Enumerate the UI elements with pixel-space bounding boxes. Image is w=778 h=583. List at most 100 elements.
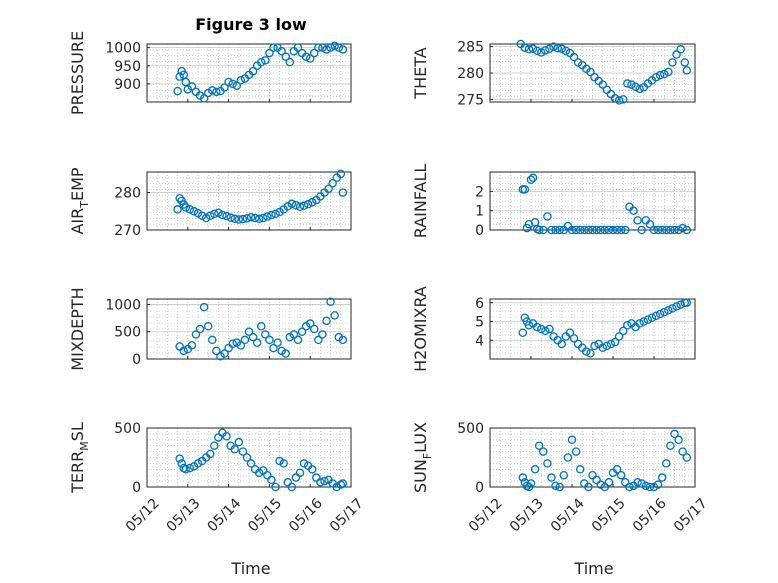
h2omixra-chart-point (664, 305, 673, 315)
sun-flux-chart-point (530, 465, 540, 474)
mixdepth-chart-point (297, 327, 307, 336)
pressure-chart-point (228, 79, 237, 89)
air-temp-chart-point (189, 207, 199, 216)
air-temp-chart-point (173, 205, 182, 214)
theta-chart-point (520, 43, 530, 52)
h2omixra-chart: 4 5 6 H2OMIXRA (411, 286, 696, 372)
rainfall-chart-point (637, 225, 646, 235)
theta-chart-point (627, 80, 636, 89)
terr-msl-chart-point (275, 456, 284, 466)
h2omixra-chart-y-tick-label: 4 (475, 333, 484, 349)
theta-chart-y-tick-label: 275 (457, 92, 484, 108)
mixdepth-chart-markers (175, 297, 348, 361)
terr-msl-chart-y-label: TERRMSL (68, 422, 91, 494)
sun-flux-chart-x-tick-label: 05/16 (630, 495, 670, 535)
h2omixra-chart-point (639, 317, 649, 326)
sun-flux-chart-point (592, 475, 601, 485)
terr-msl-chart-point (193, 459, 203, 468)
sun-flux-chart-point (567, 435, 577, 445)
air-temp-chart-point (226, 213, 235, 222)
pressure-chart-point (175, 72, 184, 81)
rainfall-chart-point (653, 225, 663, 235)
mixdepth-chart-point (322, 316, 331, 326)
sun-flux-chart-point (637, 479, 646, 488)
theta-chart-point (553, 43, 562, 53)
pressure-chart-point (301, 52, 311, 61)
h2omixra-chart-point (602, 341, 612, 351)
mixdepth-chart-point (187, 341, 197, 350)
h2omixra-chart-point (635, 319, 644, 328)
air-temp-chart-point (295, 202, 305, 212)
mixdepth-chart: 0 500 1000 MIXDEPTH (68, 287, 352, 371)
sun-flux-chart-point (551, 481, 560, 491)
sun-flux-chart-point (666, 441, 675, 450)
terr-msl-chart-point (230, 444, 239, 454)
sun-flux-chart-point (645, 482, 655, 492)
rainfall-chart-point (520, 185, 530, 194)
terr-msl-chart-point (205, 449, 215, 459)
pressure-chart-point (199, 94, 209, 103)
h2omixra-chart-point (619, 326, 628, 336)
mixdepth-chart-y-tick-label: 1000 (105, 297, 141, 313)
pressure-chart-point (281, 52, 290, 61)
rainfall-chart-point (657, 225, 667, 235)
air-temp-chart-point (181, 203, 191, 212)
rainfall-chart-point (596, 225, 605, 235)
sun-flux-chart: 0 500 05/12 05/13 05/14 05/15 05/16 05/17 SUNFLU… (411, 421, 711, 535)
rainfall-chart-y-tick-label: 1 (475, 204, 484, 220)
mixdepth-chart-point (338, 335, 348, 345)
h2omixra-chart-point (598, 343, 608, 352)
air-temp-chart-point (259, 213, 268, 223)
rainfall-chart-point (539, 225, 548, 235)
mixdepth-chart-point (212, 346, 221, 356)
h2omixra-chart-axes-box (489, 298, 696, 360)
theta-chart-point (586, 67, 595, 77)
sun-flux-chart-point (616, 470, 626, 480)
pressure-chart-point (314, 43, 323, 52)
terr-msl-chart-point (338, 479, 348, 488)
theta-chart-point (528, 44, 538, 53)
rainfall-chart-point (575, 225, 585, 235)
theta-chart-point (545, 44, 554, 53)
sun-flux-chart-markers (518, 429, 692, 492)
mixdepth-chart-point (326, 297, 335, 306)
theta-chart-point (680, 58, 690, 67)
rainfall-chart-y-tick-label: 2 (475, 184, 484, 200)
terr-msl-chart-point (299, 459, 309, 468)
terr-msl-chart-y-tick-label: 0 (132, 480, 141, 496)
rainfall-chart-point (649, 225, 659, 235)
mixdepth-chart-point (191, 330, 201, 339)
sun-flux-chart-point (600, 482, 610, 492)
rainfall-chart-point (528, 173, 538, 183)
mixdepth-chart-point (330, 311, 339, 320)
air-temp-chart-point (185, 205, 195, 214)
h2omixra-chart-point (623, 320, 632, 330)
air-temp-chart-point (210, 209, 219, 219)
theta-chart-point (619, 95, 628, 104)
rainfall-chart-point (662, 225, 671, 235)
sun-flux-chart-point (547, 473, 556, 482)
h2omixra-chart-markers (518, 298, 692, 358)
h2omixra-chart-point (541, 326, 550, 336)
pressure-chart-point (285, 57, 295, 67)
terr-msl-chart-point (295, 468, 305, 478)
pressure-chart-point (187, 82, 197, 91)
h2omixra-chart-point (524, 320, 534, 330)
air-temp-chart-point (267, 210, 276, 220)
rainfall-chart-point (612, 225, 622, 235)
sun-flux-chart-point (588, 470, 597, 480)
pressure-chart-point (326, 43, 335, 52)
pressure-chart-point (334, 43, 344, 52)
terr-msl-chart-point (238, 447, 248, 456)
sun-flux-chart-point (612, 465, 622, 474)
mixdepth-chart-point (195, 324, 205, 334)
mixdepth-chart-point (236, 341, 246, 350)
air-temp-chart-point (197, 211, 207, 221)
air-temp-chart-point (201, 213, 211, 223)
sun-flux-chart-point (625, 482, 634, 492)
sun-flux-chart-point (575, 465, 585, 474)
air-temp-chart-point (303, 199, 313, 209)
rainfall-chart-point (584, 225, 593, 235)
